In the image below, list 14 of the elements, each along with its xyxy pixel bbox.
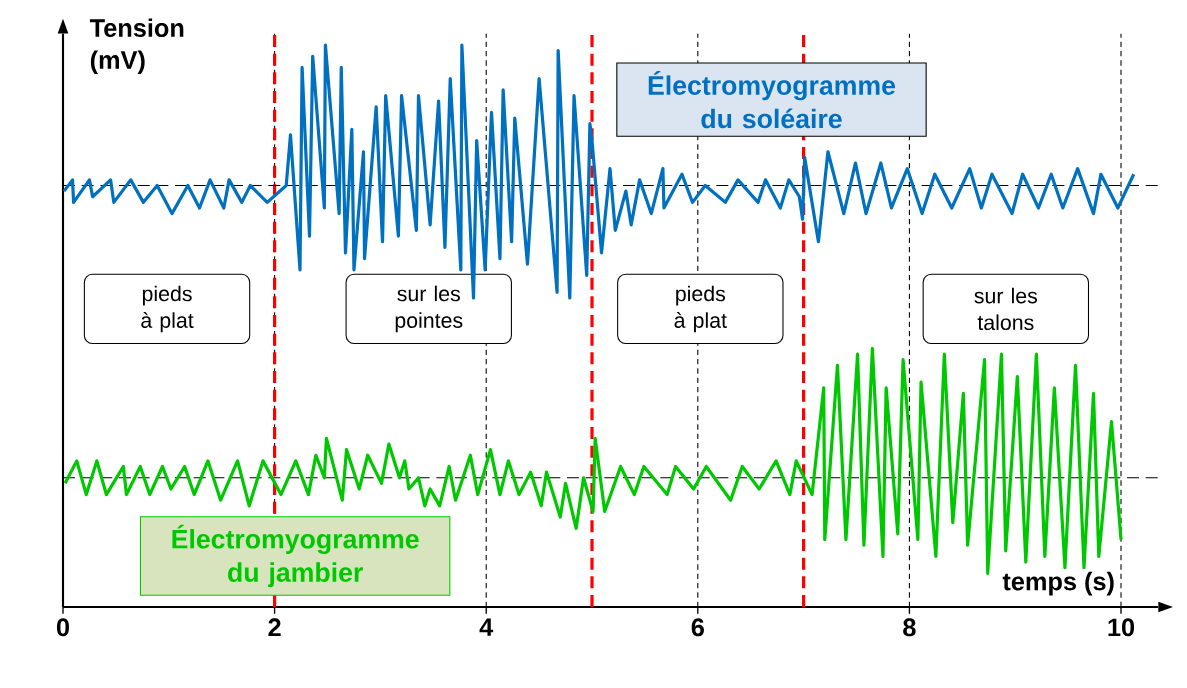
annotation: sur les talons	[974, 287, 1038, 331]
annotation: sur les pointes	[395, 285, 463, 333]
x-tick-label: 4	[479, 618, 494, 636]
x-tick-label: 6	[691, 618, 704, 637]
x-tick-label: 10	[1108, 618, 1135, 637]
x-axis-title: temps (s)	[1002, 571, 1114, 596]
series-label: Électromyogramme du soléaire	[648, 71, 896, 129]
annotation: pieds à plat	[141, 285, 194, 333]
series-label: Électromyogramme du jambier	[172, 524, 419, 588]
x-tick-label: 8	[903, 618, 916, 637]
x-tick-label: 2	[268, 618, 281, 637]
y-axis-title: Tension (mV)	[89, 18, 184, 74]
x-tick-label: 0	[56, 618, 69, 637]
annotation: pieds à plat	[674, 285, 727, 333]
